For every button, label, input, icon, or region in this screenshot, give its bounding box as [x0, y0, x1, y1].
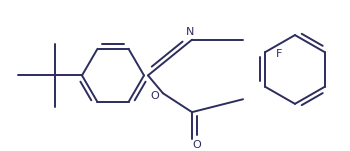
Text: F: F	[276, 49, 282, 59]
Text: N: N	[186, 27, 194, 37]
Text: O: O	[150, 91, 159, 101]
Text: O: O	[193, 140, 201, 150]
